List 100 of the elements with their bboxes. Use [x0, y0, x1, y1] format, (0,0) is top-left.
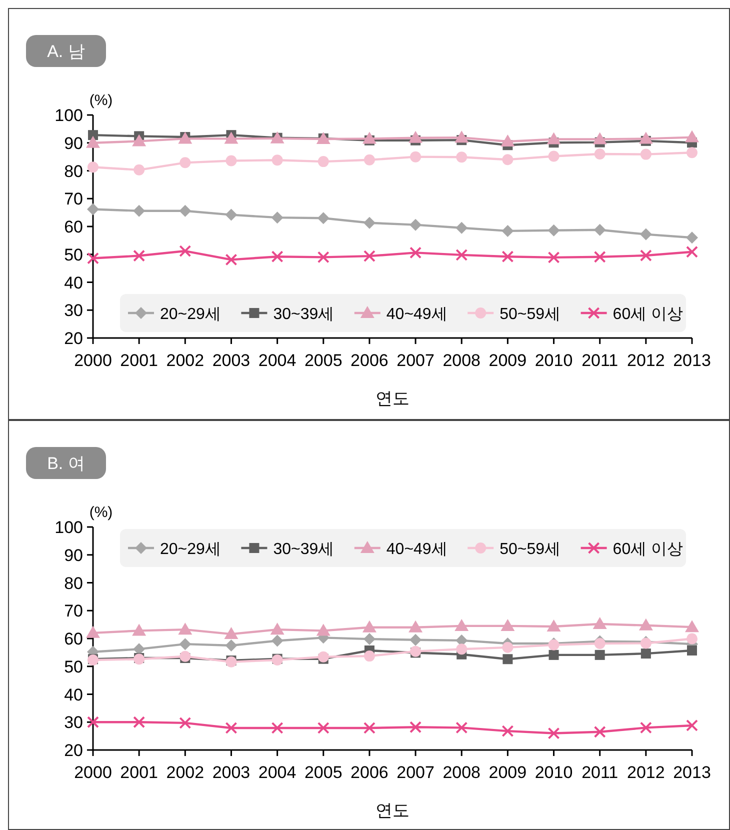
point — [686, 632, 697, 644]
point — [502, 654, 512, 664]
point — [686, 718, 698, 731]
y-tick-label: 70 — [64, 601, 82, 620]
point — [684, 620, 698, 632]
x-tick-label: 2012 — [626, 350, 664, 370]
point — [455, 721, 468, 734]
point — [548, 150, 559, 162]
point — [409, 720, 422, 733]
x-tick-label: 2010 — [534, 762, 572, 782]
point — [178, 244, 191, 257]
legend-label: 30~39세 — [272, 540, 334, 558]
x-tick-label: 2002 — [166, 762, 204, 782]
point — [178, 638, 191, 650]
point — [593, 223, 606, 236]
point — [224, 131, 238, 144]
point — [224, 721, 237, 734]
x-tick-label: 2006 — [350, 350, 388, 370]
point — [224, 253, 237, 266]
y-tick-label: 90 — [64, 133, 82, 152]
point — [316, 212, 329, 224]
point — [547, 250, 560, 263]
point — [686, 146, 697, 158]
x-tick-label: 2011 — [581, 762, 618, 782]
x-tick-label: 2003 — [212, 350, 250, 370]
x-tick-label: 2000 — [74, 762, 112, 782]
point — [455, 221, 468, 234]
point — [593, 250, 606, 262]
x-tick-label: 2013 — [672, 350, 710, 370]
x-tick-label: 2011 — [581, 350, 618, 370]
point — [132, 249, 145, 262]
x-tick-label: 2004 — [258, 762, 296, 782]
point — [501, 224, 514, 236]
legend-label: 40~49세 — [386, 306, 447, 322]
point — [410, 150, 421, 162]
y-tick-label: 60 — [64, 629, 82, 648]
point — [408, 130, 422, 142]
point — [363, 650, 374, 662]
point — [456, 151, 467, 162]
x-tick-label: 2009 — [488, 762, 526, 782]
x-tick-label: 2008 — [442, 762, 480, 782]
point — [502, 641, 513, 652]
point — [224, 626, 238, 639]
x-tick-label: 2007 — [396, 762, 434, 782]
point — [270, 721, 283, 734]
point — [456, 643, 467, 654]
point — [408, 620, 422, 632]
point — [500, 618, 514, 630]
point — [86, 252, 98, 264]
point — [86, 625, 100, 638]
point — [88, 130, 98, 140]
point — [316, 250, 329, 263]
point — [225, 154, 236, 166]
legend-label: 30~39세 — [272, 306, 334, 322]
legend-label: 60세 이상 — [612, 306, 683, 322]
point — [455, 634, 468, 646]
x-tick-label: 2007 — [396, 350, 434, 370]
point — [317, 156, 328, 167]
point — [178, 716, 191, 728]
point — [686, 245, 698, 258]
x-tick-label: 2013 — [672, 762, 710, 782]
point — [547, 726, 560, 739]
point — [409, 633, 422, 646]
point — [684, 130, 698, 142]
point — [409, 246, 422, 258]
point — [86, 716, 98, 728]
x-tick-label: 2002 — [166, 350, 204, 370]
point — [640, 148, 651, 160]
point — [638, 618, 652, 630]
point — [686, 644, 696, 655]
y-tick-label: 20 — [64, 740, 82, 760]
point — [362, 131, 376, 144]
point — [592, 132, 606, 144]
x-tick-label: 2000 — [74, 350, 112, 370]
point — [132, 623, 146, 636]
y-axis-title: (%) — [88, 92, 112, 108]
point — [87, 161, 98, 172]
point — [316, 721, 329, 734]
chart-title: A. 남 — [46, 42, 84, 60]
point — [592, 616, 606, 629]
point — [178, 204, 191, 216]
point — [501, 250, 514, 262]
point — [500, 134, 514, 146]
legend-label: 50~59세 — [499, 540, 560, 558]
point — [362, 216, 375, 228]
y-tick-label: 50 — [64, 656, 82, 676]
y-tick-label: 40 — [64, 684, 82, 704]
point — [224, 638, 237, 651]
point — [270, 634, 283, 646]
point — [639, 248, 652, 261]
point — [179, 650, 190, 662]
y-tick-label: 90 — [64, 545, 82, 564]
x-tick-label: 2009 — [488, 350, 526, 370]
point — [409, 218, 422, 230]
x-tick-label: 2005 — [304, 762, 342, 782]
x-tick-label: 2001 — [120, 762, 158, 782]
point — [501, 724, 514, 737]
y-tick-label: 100 — [54, 518, 82, 536]
point — [594, 638, 605, 649]
point — [317, 650, 328, 662]
